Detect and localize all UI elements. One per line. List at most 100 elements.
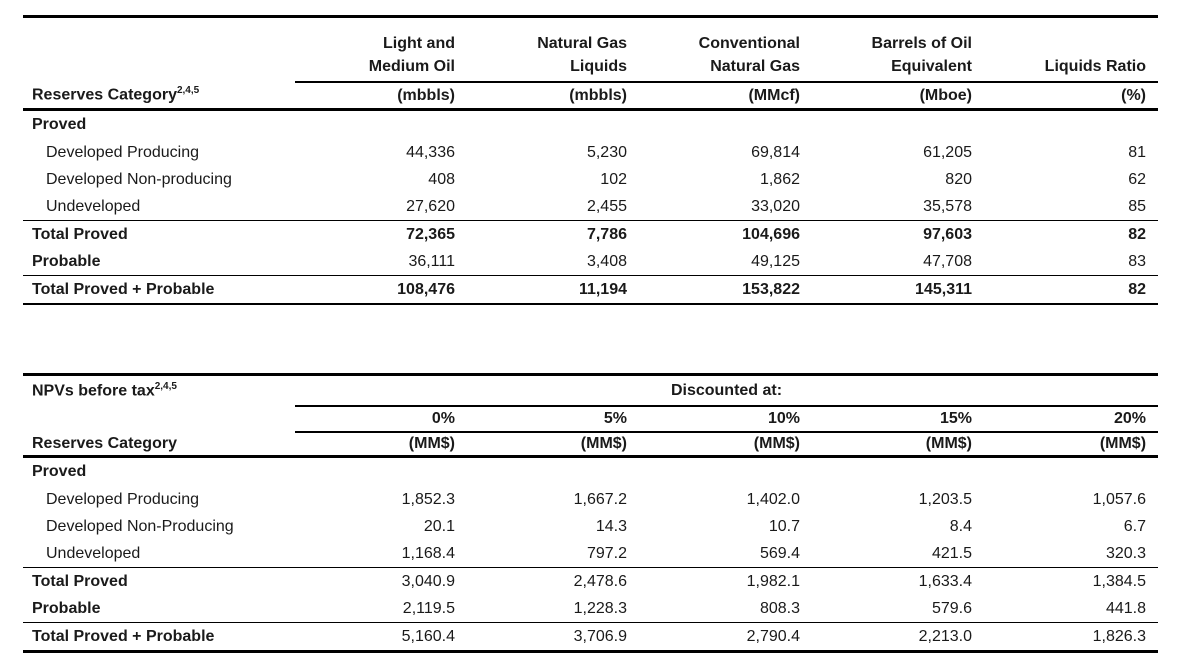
- cell-value: 1,228.3: [573, 599, 627, 617]
- cell-value: 1,203.5: [918, 490, 972, 508]
- cell-value: [295, 110, 467, 140]
- corner-blank: [23, 17, 295, 83]
- row-label: Total Proved: [23, 567, 295, 595]
- cell-value: 44,336: [406, 143, 455, 161]
- cell-value: 49,125: [751, 252, 800, 270]
- cell-value: 85: [1128, 197, 1146, 215]
- header-line: Liquids: [570, 58, 627, 75]
- corner-blank: [23, 406, 295, 432]
- cell-value: 2,478.6: [467, 567, 639, 595]
- row-label: Undeveloped: [46, 197, 141, 215]
- cell-value: 1,402.0: [746, 490, 800, 508]
- unit-label: (MM$): [639, 432, 812, 458]
- cell-value: 320.3: [1105, 544, 1147, 562]
- rate-header: 15%: [812, 406, 984, 433]
- header-line: Natural Gas: [710, 58, 800, 75]
- reserves-category-title: Reserves Category: [32, 86, 177, 104]
- unit-label: (MM$): [812, 432, 984, 458]
- cell-value: 421.5: [931, 544, 972, 562]
- rate-header: 0%: [295, 406, 467, 433]
- unit-label: (MM$): [467, 432, 639, 458]
- cell-value: 61,205: [923, 143, 972, 161]
- cell-value: 1,982.1: [639, 567, 812, 595]
- unit-label: (MM$): [295, 432, 467, 458]
- row-proved-section: Proved: [23, 457, 1158, 487]
- cell-value: 102: [600, 170, 627, 188]
- npv-before-tax-table: NPVs before tax2,4,5 Discounted at: 0% 5…: [23, 373, 1159, 653]
- cell-value: 145,311: [812, 275, 984, 304]
- cell-value: 5,160.4: [295, 622, 467, 652]
- npv-before-tax-header: NPVs before tax2,4,5: [23, 375, 295, 407]
- cell-value: 808.3: [759, 599, 800, 617]
- cell-value: 1,168.4: [401, 544, 455, 562]
- discount-rates-row: 0% 5% 10% 15% 20%: [23, 406, 1159, 433]
- unit-label: (Mboe): [812, 82, 984, 111]
- cell-value: 8.4: [949, 517, 972, 535]
- row-label: Total Proved: [23, 220, 295, 248]
- row-developed-producing: Developed Producing 44,336 5,230 69,814 …: [23, 139, 1158, 166]
- row-label: Total Proved + Probable: [23, 622, 295, 652]
- row-total-proved-plus-probable: Total Proved + Probable 108,476 11,194 1…: [23, 275, 1158, 304]
- rate-header: 10%: [639, 406, 812, 433]
- npv-title-row: NPVs before tax2,4,5 Discounted at:: [23, 374, 1159, 407]
- unit-label: (MMcf): [639, 82, 812, 111]
- discounted-at-header: Discounted at:: [295, 374, 1159, 407]
- footnote-superscript: 2,4,5: [176, 85, 200, 97]
- cell-value: 81: [1128, 143, 1146, 161]
- cell-value: [812, 110, 984, 140]
- cell-value: 82: [984, 220, 1158, 248]
- row-undeveloped: Undeveloped 27,620 2,455 33,020 35,578 8…: [23, 193, 1158, 221]
- row-total-proved-plus-probable: Total Proved + Probable 5,160.4 3,706.9 …: [23, 622, 1159, 652]
- footnote-superscript: 2,4,5: [154, 381, 177, 393]
- cell-value: 33,020: [751, 197, 800, 215]
- cell-value: 104,696: [639, 220, 812, 248]
- row-total-proved: Total Proved 72,365 7,786 104,696 97,603…: [23, 220, 1158, 248]
- cell-value: [467, 457, 639, 487]
- cell-value: [639, 110, 812, 140]
- header-line: Natural Gas: [537, 35, 627, 52]
- column-header-liquids-ratio: Liquids Ratio: [984, 16, 1158, 83]
- cell-value: 3,706.9: [467, 622, 639, 652]
- cell-value: 36,111: [408, 252, 455, 270]
- header-line: Equivalent: [891, 58, 972, 75]
- cell-value: 2,119.5: [402, 599, 455, 617]
- row-total-proved: Total Proved 3,040.9 2,478.6 1,982.1 1,6…: [23, 567, 1159, 595]
- column-header-light-medium-oil: Light and Medium Oil: [295, 16, 467, 83]
- row-proved-section: Proved: [23, 110, 1158, 140]
- cell-value: [639, 457, 812, 487]
- cell-value: 2,790.4: [639, 622, 812, 652]
- row-developed-producing: Developed Producing 1,852.3 1,667.2 1,40…: [23, 486, 1158, 513]
- cell-value: [295, 457, 467, 487]
- npv-title: NPVs before tax: [32, 382, 155, 400]
- cell-value: 820: [945, 170, 972, 188]
- cell-value: 441.8: [1105, 599, 1147, 617]
- row-label: Developed Producing: [46, 143, 199, 161]
- cell-value: [812, 457, 984, 487]
- cell-value: 1,057.6: [1092, 490, 1147, 508]
- unit-label: (%): [984, 82, 1158, 111]
- cell-value: 5,230: [586, 143, 627, 161]
- cell-value: 47,708: [923, 252, 972, 270]
- cell-value: 97,603: [812, 220, 984, 248]
- cell-value: 2,213.0: [812, 622, 984, 652]
- cell-value: 3,040.9: [295, 567, 467, 595]
- cell-value: 1,852.3: [401, 490, 455, 508]
- row-label: Total Proved + Probable: [23, 275, 295, 304]
- column-header-conventional-natural-gas: Conventional Natural Gas: [639, 16, 812, 83]
- unit-label: (mbbls): [467, 82, 639, 111]
- row-label: Proved: [32, 116, 87, 133]
- cell-value: 1,862: [759, 170, 800, 188]
- reserves-category-header: Reserves Category: [23, 432, 295, 458]
- rate-header: 5%: [467, 406, 639, 433]
- reserves-volumes-table: Light and Medium Oil Natural Gas Liquids…: [23, 15, 1158, 305]
- cell-value: 20.1: [423, 517, 455, 535]
- header-line: Light and: [383, 35, 455, 52]
- units-header-row: Reserves Category2,4,5 (mbbls) (mbbls) (…: [23, 82, 1158, 111]
- cell-value: [467, 110, 639, 140]
- cell-value: 1,826.3: [984, 622, 1159, 652]
- cell-value: 1,633.4: [812, 567, 984, 595]
- units-header-row: Reserves Category (MM$) (MM$) (MM$) (MM$…: [23, 432, 1159, 458]
- reserves-category-header: Reserves Category2,4,5: [23, 82, 295, 111]
- cell-value: 69,814: [751, 143, 800, 161]
- cell-value: 569.4: [759, 544, 800, 562]
